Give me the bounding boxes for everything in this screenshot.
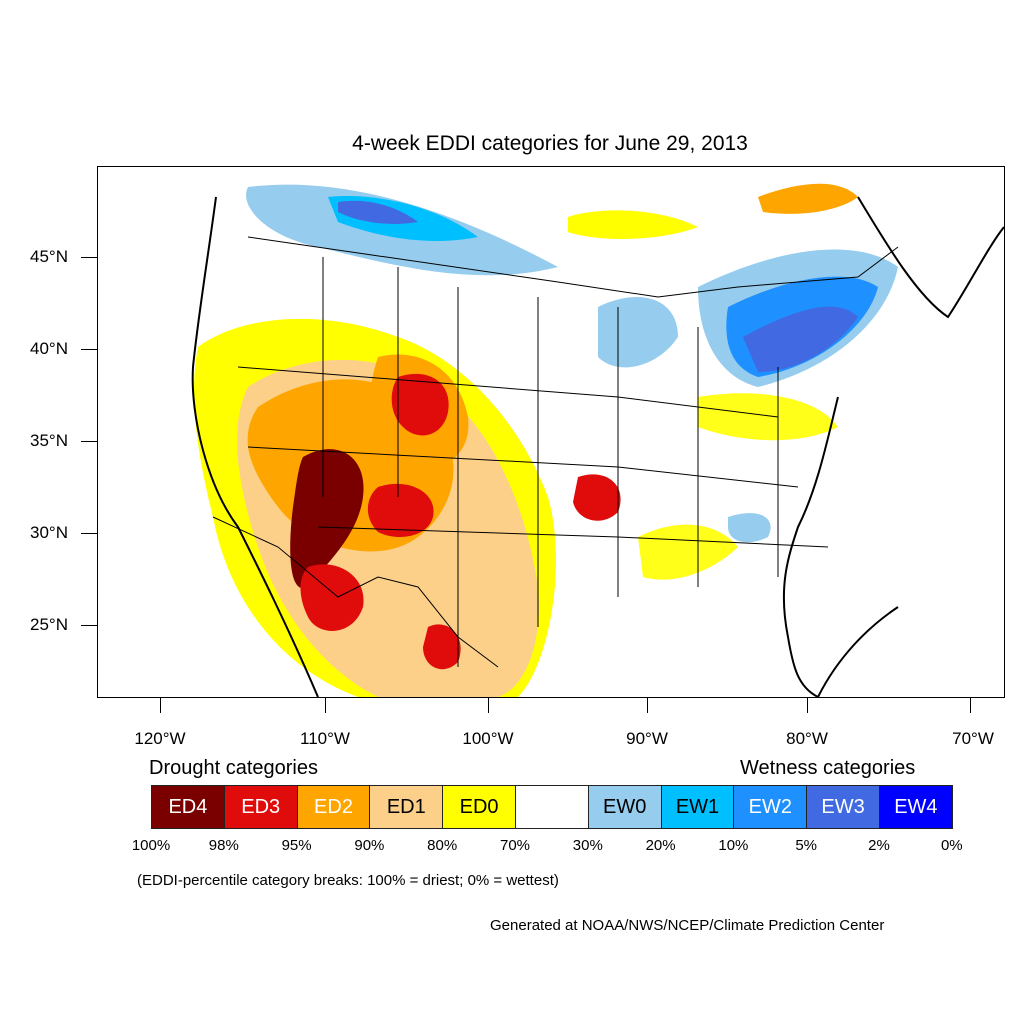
legend-percentile-label: 70% [499,837,531,854]
lat-label-35n: 35°N [30,431,68,450]
lat-label-40n: 40°N [30,339,68,358]
borders-layer [212,236,899,668]
lon-tick [325,697,326,713]
legend-swatch-ew3: EW3 [806,785,880,829]
legend-swatch-ew1: EW1 [660,785,735,829]
lon-label-120w: 120°W [134,729,186,748]
legend-percentile-label: 98% [208,837,239,854]
lon-tick [970,697,971,713]
legend-swatch-ew4: EW4 [879,785,953,829]
lon-tick [647,697,648,713]
legend-swatch-ed3: ED3 [223,785,298,829]
legend-swatch-ew2: EW2 [733,785,808,829]
legend-percentile-label: 80% [427,837,458,854]
lon-label-110w: 110°W [300,729,350,748]
lat-label-25n: 25°N [30,615,68,634]
legend-percentile-label: 100% [131,837,171,854]
lat-tick [81,257,97,258]
legend-swatch-ed0: ED0 [442,785,516,829]
legend-swatch-ed4: ED4 [151,785,225,829]
wetness-categories-heading: Wetness categories [740,757,916,779]
drought-categories-heading: Drought categories [149,757,318,779]
lon-tick [488,697,489,713]
lon-tick [807,697,808,713]
credit-line: Generated at NOAA/NWS/NCEP/Climate Predi… [490,917,885,934]
lat-tick [81,349,97,350]
legend-swatch-ed1: ED1 [369,785,444,829]
legend-percentile-label: 20% [645,837,676,854]
legend-percentile-label: 2% [868,837,890,854]
lon-label-100w: 100°W [462,729,514,748]
lon-tick [160,697,161,713]
lon-label-80w: 80°W [786,729,828,748]
legend-percentile-label: 0% [940,837,963,854]
legend-swatch-ed2: ED2 [296,785,371,829]
legend-percentile-label: 5% [795,837,818,854]
legend-percentile-label: 90% [354,837,385,854]
legend-percentile-label: 30% [572,837,603,854]
lon-label-70w: 70°W [952,729,994,748]
lat-label-45n: 45°N [30,247,68,266]
legend-swatch-ew0: EW0 [587,785,662,829]
lat-tick [81,625,97,626]
eddi-map [191,183,1004,697]
lat-label-30n: 30°N [30,523,68,542]
lat-tick [81,533,97,534]
map-area [97,166,1005,698]
legend-percentile-label: 95% [281,837,312,854]
wetness-field-layer [246,184,898,543]
category-breaks-note: (EDDI-percentile category breaks: 100% =… [137,872,559,889]
drought-field-layer [193,318,621,697]
legend-percentile-label: 10% [718,837,749,854]
legend-swatch-neutral [515,785,589,829]
lat-tick [81,441,97,442]
map-title: 4-week EDDI categories for June 29, 2013 [352,132,748,155]
coastline-layer [191,196,1004,697]
lon-label-90w: 90°W [626,729,668,748]
